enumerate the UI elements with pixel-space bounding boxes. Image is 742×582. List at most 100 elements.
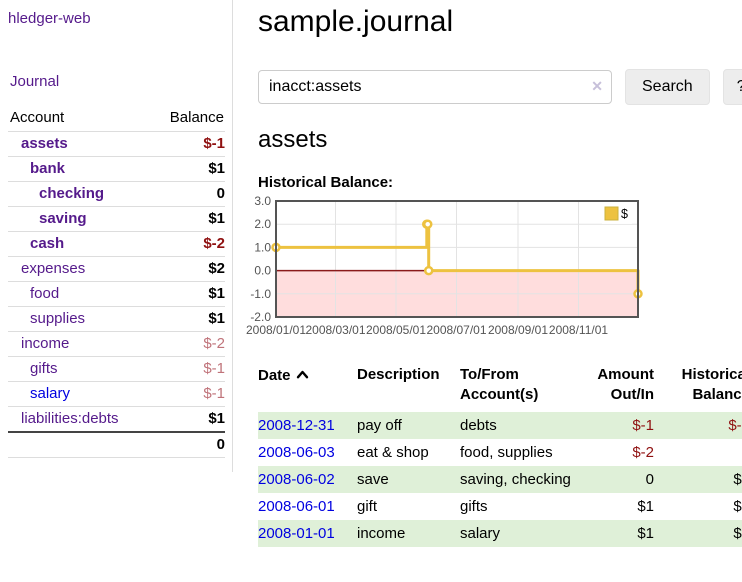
sort-ascending-icon xyxy=(296,365,309,385)
account-row: assets $-1 xyxy=(8,132,225,157)
accounts-header-account: Account xyxy=(8,106,151,132)
svg-text:3.0: 3.0 xyxy=(254,194,271,208)
account-link-cash[interactable]: cash xyxy=(30,235,64,252)
transaction-amount: $-1 xyxy=(577,412,654,439)
account-balance: $1 xyxy=(151,307,225,332)
account-row: checking 0 xyxy=(8,182,225,207)
transaction-balance: $-1 xyxy=(654,412,742,439)
register-header-description: Description xyxy=(357,363,460,412)
register-header-amount: Amount Out/In xyxy=(577,363,654,412)
search-bar: ✕ Search ? xyxy=(258,69,742,105)
svg-text:2008/09/01: 2008/09/01 xyxy=(488,323,548,337)
account-balance: $-2 xyxy=(151,332,225,357)
transaction-date-link[interactable]: 2008-12-31 xyxy=(258,417,335,434)
account-link-expenses[interactable]: expenses xyxy=(21,260,85,277)
account-balance: $-1 xyxy=(151,357,225,382)
transaction-date-link[interactable]: 2008-06-01 xyxy=(258,498,335,515)
accounts-total-row: 0 xyxy=(8,432,225,458)
transaction-balance: $1 xyxy=(654,520,742,547)
account-link-supplies[interactable]: supplies xyxy=(30,310,85,327)
accounts-header-balance: Balance xyxy=(151,106,225,132)
svg-text:2008/07/01: 2008/07/01 xyxy=(426,323,486,337)
transaction-balance: $2 xyxy=(654,493,742,520)
account-row: income $-2 xyxy=(8,332,225,357)
search-button[interactable]: Search xyxy=(625,69,710,105)
transaction-description: gift xyxy=(357,493,460,520)
register-header-date[interactable]: Date xyxy=(258,363,357,412)
sidebar-item-journal[interactable]: Journal xyxy=(10,73,59,90)
register-header-row: Date Description To/From Account(s) Amou… xyxy=(258,363,742,412)
transaction-balance: 0 xyxy=(654,439,742,466)
transaction-description: pay off xyxy=(357,412,460,439)
svg-text:1.0: 1.0 xyxy=(254,240,271,254)
account-link-income[interactable]: income xyxy=(21,335,69,352)
account-link-salary[interactable]: salary xyxy=(30,385,70,402)
account-row: gifts $-1 xyxy=(8,357,225,382)
svg-text:2008/03/01: 2008/03/01 xyxy=(305,323,365,337)
transaction-balance: $2 xyxy=(654,466,742,493)
account-row: salary $-1 xyxy=(8,382,225,407)
transaction-accounts: gifts xyxy=(460,493,577,520)
transaction-amount: $-2 xyxy=(577,439,654,466)
account-row: bank $1 xyxy=(8,157,225,182)
app-window: hledger-web Journal Account Balance asse… xyxy=(0,0,742,547)
chart-title: Historical Balance: xyxy=(258,174,742,191)
account-balance: $1 xyxy=(151,207,225,232)
account-balance: $1 xyxy=(151,282,225,307)
help-button[interactable]: ? xyxy=(723,69,742,105)
brand-link[interactable]: hledger-web xyxy=(8,10,91,27)
account-link-saving[interactable]: saving xyxy=(39,210,87,227)
register-table: Date Description To/From Account(s) Amou… xyxy=(258,363,742,547)
search-input[interactable] xyxy=(258,70,612,104)
date-header-label: Date xyxy=(258,367,291,384)
svg-text:$: $ xyxy=(621,207,628,221)
account-link-checking[interactable]: checking xyxy=(39,185,104,202)
transaction-date-link[interactable]: 2008-06-03 xyxy=(258,444,335,461)
svg-text:2008/05/01: 2008/05/01 xyxy=(366,323,426,337)
account-link-assets[interactable]: assets xyxy=(21,135,68,152)
register-header-tofrom: To/From Account(s) xyxy=(460,363,577,412)
transaction-accounts: debts xyxy=(460,412,577,439)
clear-search-icon[interactable]: ✕ xyxy=(591,78,603,95)
register-row: 2008-06-02 save saving, checking 0 $2 xyxy=(258,466,742,493)
historical-balance-chart: 3.02.01.00.0-1.0-2.02008/01/012008/03/01… xyxy=(246,199,742,351)
accounts-total-value: 0 xyxy=(151,432,225,458)
transaction-amount: $1 xyxy=(577,520,654,547)
account-link-gifts[interactable]: gifts xyxy=(30,360,58,377)
transaction-date-link[interactable]: 2008-06-02 xyxy=(258,471,335,488)
account-row: saving $1 xyxy=(8,207,225,232)
account-balance: $1 xyxy=(151,157,225,182)
account-link-liabilities-debts[interactable]: liabilities:debts xyxy=(21,410,119,427)
account-link-bank[interactable]: bank xyxy=(30,160,65,177)
sidebar: hledger-web Journal Account Balance asse… xyxy=(0,0,233,472)
transaction-accounts: saving, checking xyxy=(460,466,577,493)
account-balance: $-1 xyxy=(151,132,225,157)
account-balance: $1 xyxy=(151,407,225,433)
balance-chart-svg: 3.02.01.00.0-1.0-2.02008/01/012008/03/01… xyxy=(246,199,742,351)
account-row: expenses $2 xyxy=(8,257,225,282)
svg-text:0.0: 0.0 xyxy=(254,264,271,278)
register-row: 2008-01-01 income salary $1 $1 xyxy=(258,520,742,547)
account-heading: assets xyxy=(258,126,742,154)
svg-text:2008/01/01: 2008/01/01 xyxy=(246,323,306,337)
svg-text:2.0: 2.0 xyxy=(254,217,271,231)
account-link-food[interactable]: food xyxy=(30,285,59,302)
page-title: sample.journal xyxy=(258,4,742,40)
main-content: sample.journal ✕ Search ? assets Histori… xyxy=(233,0,742,547)
account-row: liabilities:debts $1 xyxy=(8,407,225,433)
transaction-amount: $1 xyxy=(577,493,654,520)
account-row: supplies $1 xyxy=(8,307,225,332)
register-row: 2008-06-03 eat & shop food, supplies $-2… xyxy=(258,439,742,466)
transaction-accounts: food, supplies xyxy=(460,439,577,466)
account-row: food $1 xyxy=(8,282,225,307)
account-balance: $-2 xyxy=(151,232,225,257)
transaction-description: eat & shop xyxy=(357,439,460,466)
account-row: cash $-2 xyxy=(8,232,225,257)
transaction-description: save xyxy=(357,466,460,493)
register-header-historical: Historical Balance xyxy=(654,363,742,412)
transaction-amount: 0 xyxy=(577,466,654,493)
account-balance: $-1 xyxy=(151,382,225,407)
transaction-date-link[interactable]: 2008-01-01 xyxy=(258,525,335,542)
search-input-wrap: ✕ xyxy=(258,70,612,104)
transaction-description: income xyxy=(357,520,460,547)
